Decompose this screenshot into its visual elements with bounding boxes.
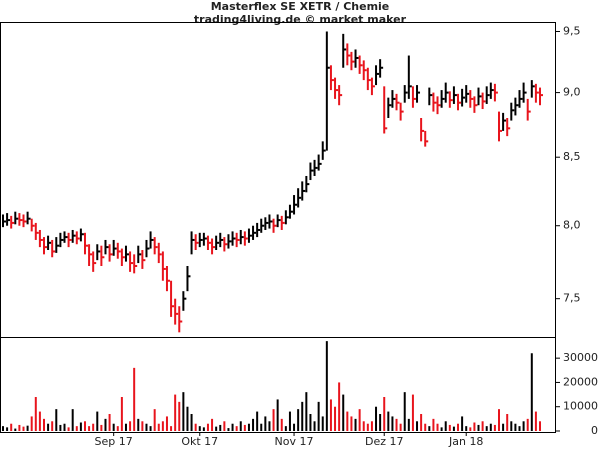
- chart-title: Masterflex SE XETR / Chemie: [211, 0, 390, 13]
- y2-tick-label: 0: [591, 424, 598, 437]
- y-tick-label: 9,5: [563, 24, 581, 37]
- y-tick-label: 9,0: [563, 86, 581, 99]
- chart-subtitle: trading4living.de © market maker: [194, 13, 407, 26]
- x-tick-label: Nov 17: [275, 435, 314, 448]
- x-tick-label: Jan 18: [448, 435, 483, 448]
- y2-tick-label: 20000: [563, 375, 598, 388]
- y-tick-label: 7,5: [563, 292, 581, 305]
- x-tick-label: Sep 17: [95, 435, 133, 448]
- y2-tick-label: 30000: [563, 351, 598, 364]
- y-tick-label: 8,0: [563, 219, 581, 232]
- x-tick-label: Dez 17: [365, 435, 404, 448]
- price-frame: [0, 22, 556, 338]
- volume-frame: [0, 337, 556, 433]
- y2-tick-label: 10000: [563, 400, 598, 413]
- x-tick-label: Okt 17: [181, 435, 218, 448]
- y-tick-label: 8,5: [563, 150, 581, 163]
